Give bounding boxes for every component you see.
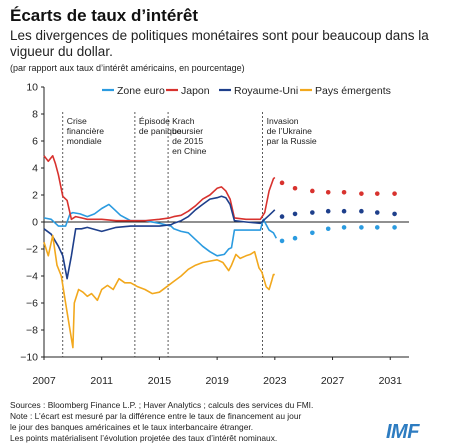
event-label: financière [67, 126, 104, 136]
projection-point [392, 211, 397, 217]
projection-point [279, 238, 285, 244]
projection-point [310, 230, 315, 236]
series-line [43, 195, 276, 280]
footer-note-3: Les points matérialisent l’évolution pro… [10, 433, 278, 443]
x-tick-label: 2007 [32, 375, 56, 387]
legend-label: Pays émergents [315, 85, 391, 97]
event-label: par la Russie [267, 136, 317, 146]
series-line [43, 155, 276, 222]
y-tick-label: −10 [20, 352, 38, 364]
line-chart: 10 8 6 4 2 0 −2 −4 −6 −8 −10 2007 2011 2015 2019 2023 20… [20, 82, 409, 387]
chart-subtitle: Les divergences de politiques monétaires… [10, 28, 429, 59]
event-label: de 2015 [172, 136, 203, 146]
y-tick-label: 8 [32, 109, 38, 121]
projection-point [374, 191, 380, 196]
event-label: mondiale [67, 136, 102, 146]
projection-point [325, 226, 331, 232]
projection-point [279, 214, 285, 219]
chart-title: Écarts de taux d’intérêt [10, 6, 199, 25]
footer-note-2: le jour des banques américaines et le ta… [10, 422, 254, 432]
y-tick-label: 2 [32, 190, 38, 202]
y-tick-label: −8 [26, 325, 38, 337]
legend-label: Royaume-Uni [234, 85, 298, 97]
projection-point [325, 208, 331, 214]
y-tick-label: 6 [32, 136, 38, 148]
projection-point [341, 190, 347, 195]
projection-point [310, 188, 315, 194]
x-tick-label: 2027 [321, 375, 345, 387]
x-tick-label: 2011 [90, 375, 113, 387]
legend-label: Zone euro [117, 85, 165, 97]
x-tick-label: 2023 [263, 375, 287, 387]
event-label: de panique [139, 126, 182, 136]
projection-point [292, 185, 298, 191]
imf-logo: IMF [386, 421, 419, 443]
footer: Sources : Bloomberg Finance L.P. ; Haver… [10, 400, 390, 444]
x-tick-label: 2015 [148, 375, 172, 387]
projection-point [374, 210, 380, 215]
projection-point [341, 208, 347, 214]
y-tick-label: 4 [32, 163, 38, 175]
projection-point [392, 225, 397, 230]
projection-point [341, 225, 347, 230]
x-tick-label: 2019 [205, 375, 229, 387]
projection-point [392, 191, 397, 196]
projection-point [310, 210, 315, 215]
series-line [43, 234, 275, 349]
projection-point [279, 180, 285, 186]
y-tick-label: 10 [26, 82, 38, 94]
event-label: Krach [172, 116, 195, 126]
event-label: Épisode [139, 116, 170, 126]
event-label: de l’Ukraine [267, 126, 313, 136]
projection-point [374, 225, 380, 230]
y-tick-label: 0 [32, 217, 38, 229]
projection-point [325, 190, 331, 195]
event-label: Invasion [267, 116, 299, 126]
y-tick-label: −4 [26, 271, 38, 283]
projection-point [292, 211, 298, 217]
y-tick-label: −6 [26, 298, 38, 310]
event-label: Crise [67, 116, 87, 126]
projection-point [359, 225, 364, 230]
projection-point [359, 191, 364, 196]
event-label: boursier [172, 126, 203, 136]
series-line [43, 203, 278, 257]
footer-source: Sources : Bloomberg Finance L.P. ; Haver… [10, 400, 314, 410]
projection-point [292, 235, 298, 241]
chart-unit-note: (par rapport aux taux d’intérêt américai… [10, 63, 245, 73]
footer-note-1: Note : L’écart est mesuré par la différe… [10, 411, 302, 421]
legend-label: Japon [181, 85, 210, 97]
x-tick-label: 2031 [379, 375, 403, 387]
event-label: en Chine [172, 146, 207, 156]
projection-point [359, 208, 364, 214]
y-tick-label: −2 [26, 244, 38, 256]
